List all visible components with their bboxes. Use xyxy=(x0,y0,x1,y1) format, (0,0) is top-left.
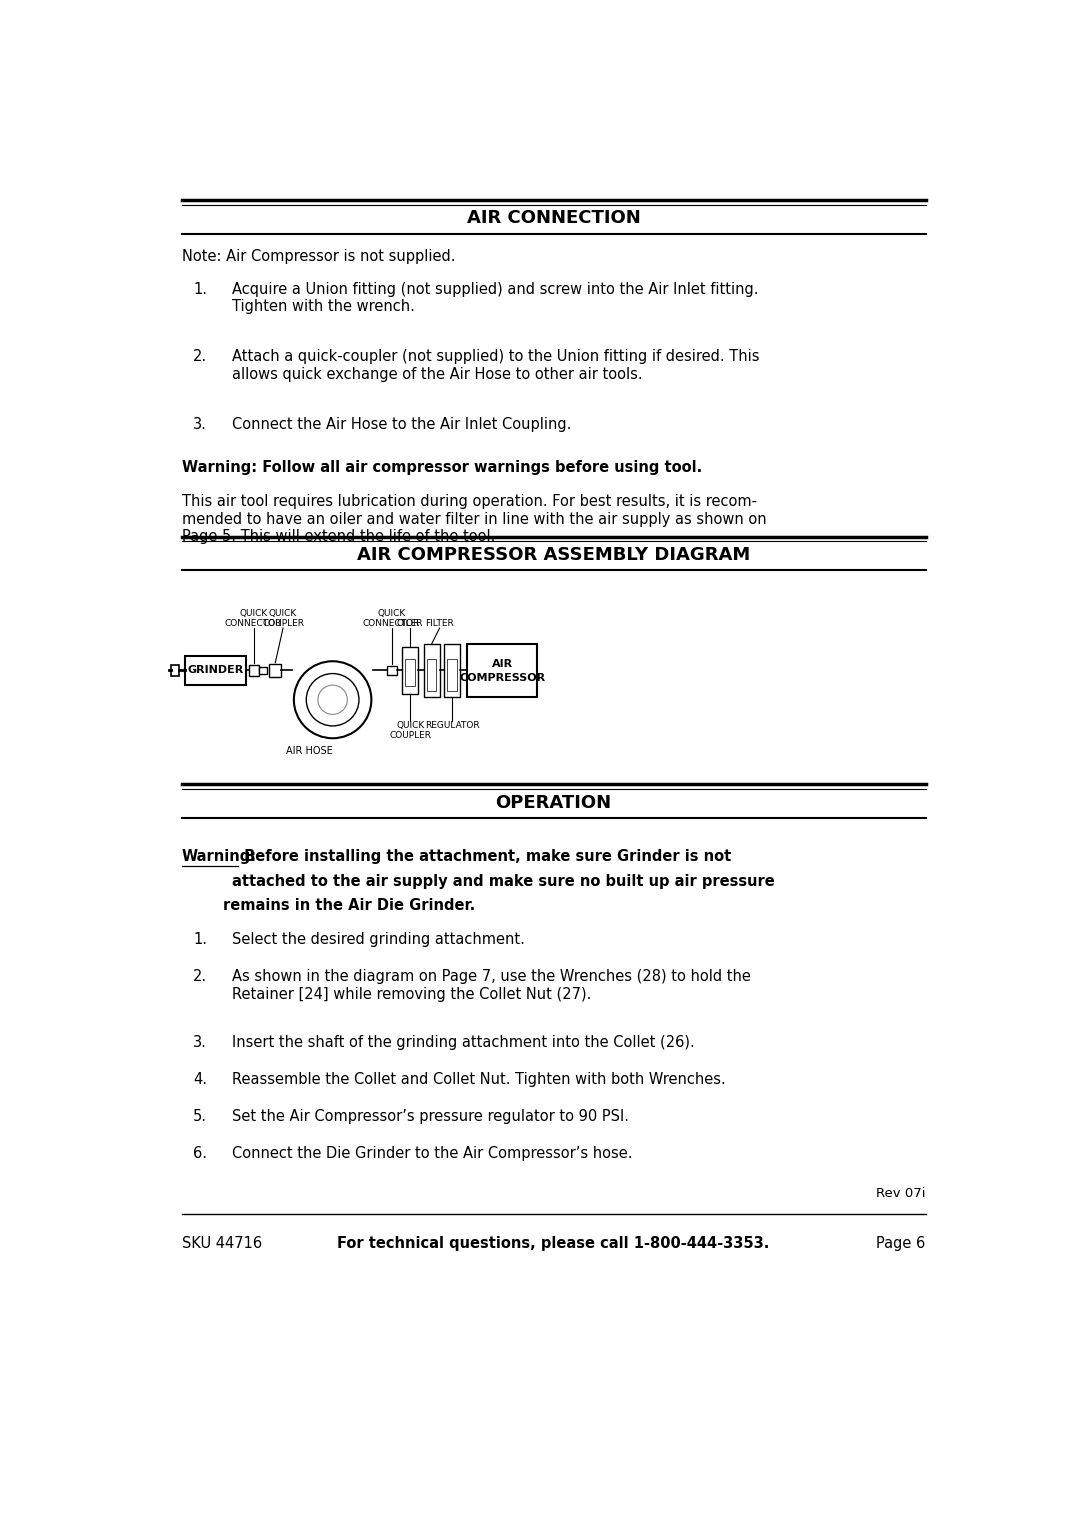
Bar xyxy=(444,643,460,697)
Text: Attach a quick-coupler (not supplied) to the Union fitting if desired. This
allo: Attach a quick-coupler (not supplied) to… xyxy=(232,349,759,381)
Text: Set the Air Compressor’s pressure regulator to 90 PSI.: Set the Air Compressor’s pressure regula… xyxy=(232,1109,629,1124)
Bar xyxy=(248,665,259,676)
Circle shape xyxy=(294,662,372,738)
Text: Acquire a Union fitting (not supplied) and screw into the Air Inlet fitting.
Tig: Acquire a Union fitting (not supplied) a… xyxy=(232,282,758,314)
Bar xyxy=(259,666,267,674)
Bar xyxy=(468,643,537,697)
Text: QUICK
CONNECTOR: QUICK CONNECTOR xyxy=(363,608,420,628)
Text: AIR: AIR xyxy=(491,659,513,669)
Text: 2.: 2. xyxy=(193,349,207,365)
Bar xyxy=(186,656,246,685)
Text: 3.: 3. xyxy=(193,1036,207,1051)
Text: attached to the air supply and make sure no built up air pressure: attached to the air supply and make sure… xyxy=(232,873,774,889)
Text: Connect the Air Hose to the Air Inlet Coupling.: Connect the Air Hose to the Air Inlet Co… xyxy=(232,417,571,432)
Text: GRINDER: GRINDER xyxy=(188,665,244,676)
Bar xyxy=(172,665,179,676)
Text: As shown in the diagram on Page 7, use the Wrenches (28) to hold the
Retainer [2: As shown in the diagram on Page 7, use t… xyxy=(232,970,751,1002)
Text: Rev 07i: Rev 07i xyxy=(876,1187,926,1200)
Text: 2.: 2. xyxy=(193,970,207,984)
Circle shape xyxy=(318,685,348,714)
Text: Insert the shaft of the grinding attachment into the Collet (26).: Insert the shaft of the grinding attachm… xyxy=(232,1036,694,1051)
Text: QUICK
CONNECTOR: QUICK CONNECTOR xyxy=(225,608,282,628)
Text: AIR COMPRESSOR ASSEMBLY DIAGRAM: AIR COMPRESSOR ASSEMBLY DIAGRAM xyxy=(356,545,751,564)
Text: remains in the Air Die Grinder.: remains in the Air Die Grinder. xyxy=(222,898,475,913)
Text: 3.: 3. xyxy=(193,417,207,432)
Text: OPERATION: OPERATION xyxy=(496,794,611,812)
Bar xyxy=(424,643,440,697)
Text: Warning:: Warning: xyxy=(181,849,257,864)
Text: Connect the Die Grinder to the Air Compressor’s hose.: Connect the Die Grinder to the Air Compr… xyxy=(232,1146,633,1161)
Text: COMPRESSOR: COMPRESSOR xyxy=(459,673,545,683)
Text: For technical questions, please call 1-800-444-3353.: For technical questions, please call 1-8… xyxy=(337,1236,770,1250)
Bar xyxy=(428,659,436,691)
Text: Reassemble the Collet and Collet Nut. Tighten with both Wrenches.: Reassemble the Collet and Collet Nut. Ti… xyxy=(232,1072,726,1088)
Text: 6.: 6. xyxy=(193,1146,207,1161)
Text: Page 6: Page 6 xyxy=(876,1236,926,1250)
Text: REGULATOR: REGULATOR xyxy=(424,720,480,729)
Text: Warning: Follow all air compressor warnings before using tool.: Warning: Follow all air compressor warni… xyxy=(181,460,702,475)
Text: QUICK
COUPLER: QUICK COUPLER xyxy=(389,720,431,740)
Text: 5.: 5. xyxy=(193,1109,207,1124)
Text: QUICK
COUPLER: QUICK COUPLER xyxy=(262,608,305,628)
Text: Select the desired grinding attachment.: Select the desired grinding attachment. xyxy=(232,933,525,947)
Text: 1.: 1. xyxy=(193,933,207,947)
Text: Note: Air Compressor is not supplied.: Note: Air Compressor is not supplied. xyxy=(181,250,455,265)
Circle shape xyxy=(307,674,359,726)
Text: 4.: 4. xyxy=(193,1072,207,1088)
Text: AIR HOSE: AIR HOSE xyxy=(286,746,333,755)
Text: SKU 44716: SKU 44716 xyxy=(181,1236,261,1250)
Text: 1.: 1. xyxy=(193,282,207,297)
Bar xyxy=(403,648,418,694)
Text: AIR CONNECTION: AIR CONNECTION xyxy=(467,210,640,227)
Bar xyxy=(405,659,415,686)
Text: Before installing the attachment, make sure Grinder is not: Before installing the attachment, make s… xyxy=(239,849,731,864)
Text: FILTER: FILTER xyxy=(426,619,454,628)
Bar xyxy=(269,665,282,677)
Text: This air tool requires lubrication during operation. For best results, it is rec: This air tool requires lubrication durin… xyxy=(181,495,766,544)
Bar xyxy=(387,666,397,676)
Text: OILER: OILER xyxy=(396,619,423,628)
Bar xyxy=(447,659,457,691)
